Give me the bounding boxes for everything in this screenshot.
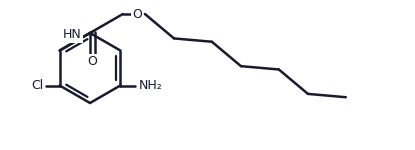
- Text: HN: HN: [63, 28, 81, 42]
- Text: O: O: [132, 8, 142, 21]
- Text: NH₂: NH₂: [139, 79, 162, 92]
- Text: O: O: [88, 55, 98, 68]
- Text: Cl: Cl: [32, 79, 44, 92]
